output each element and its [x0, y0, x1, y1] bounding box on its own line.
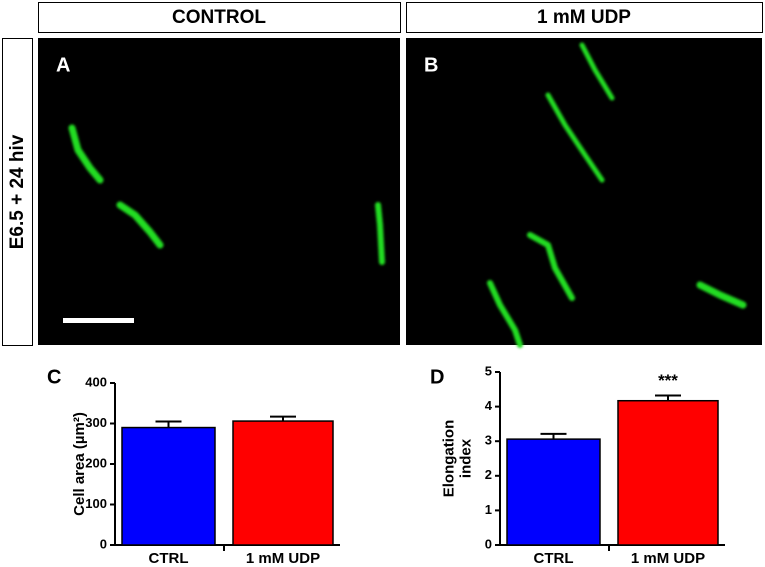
- y-tick-label: 200: [85, 455, 107, 470]
- y-tick-label: 0: [100, 536, 107, 551]
- header: CONTROL: [172, 7, 266, 28]
- row-label-box: [2, 38, 33, 346]
- x-tick-label: 1 mM UDP: [246, 550, 320, 567]
- header: 1 mM UDP: [537, 7, 631, 28]
- header-box: [38, 2, 401, 33]
- panel-letter: B: [424, 54, 438, 76]
- cells: [68, 42, 747, 348]
- panel-letter: A: [56, 54, 70, 76]
- header-box: [406, 2, 763, 33]
- y-tick-label: 0: [485, 536, 492, 551]
- x-tick-label: CTRL: [149, 550, 189, 567]
- y-axis-label: index: [457, 438, 474, 478]
- y-tick-label: 300: [85, 415, 107, 430]
- bar: [506, 438, 601, 546]
- bar: [121, 426, 216, 546]
- y-tick-label: 5: [485, 363, 492, 378]
- y-tick-label: 100: [85, 496, 107, 511]
- bar: [232, 420, 334, 546]
- scale-bar: [63, 318, 134, 323]
- y-axis-label: Elongation: [440, 420, 457, 498]
- y-axis-label: Cell area (µm²): [71, 412, 88, 516]
- panel-letter: D: [430, 366, 444, 388]
- y-tick-label: 3: [485, 433, 492, 448]
- x-tick-label: 1 mM UDP: [631, 550, 705, 567]
- significance: ***: [658, 371, 678, 390]
- y-tick-label: 4: [485, 398, 493, 413]
- y-tick-label: 1: [485, 502, 492, 517]
- micrograph: [38, 38, 400, 345]
- x-tick-label: CTRL: [534, 550, 574, 567]
- bar: [617, 399, 719, 546]
- micrograph: [406, 38, 762, 345]
- y-tick-label: 400: [85, 374, 107, 389]
- y-tick-label: 2: [485, 467, 492, 482]
- panel-letter: C: [47, 366, 61, 388]
- row-label: E6.5 + 24 hiv: [7, 134, 28, 249]
